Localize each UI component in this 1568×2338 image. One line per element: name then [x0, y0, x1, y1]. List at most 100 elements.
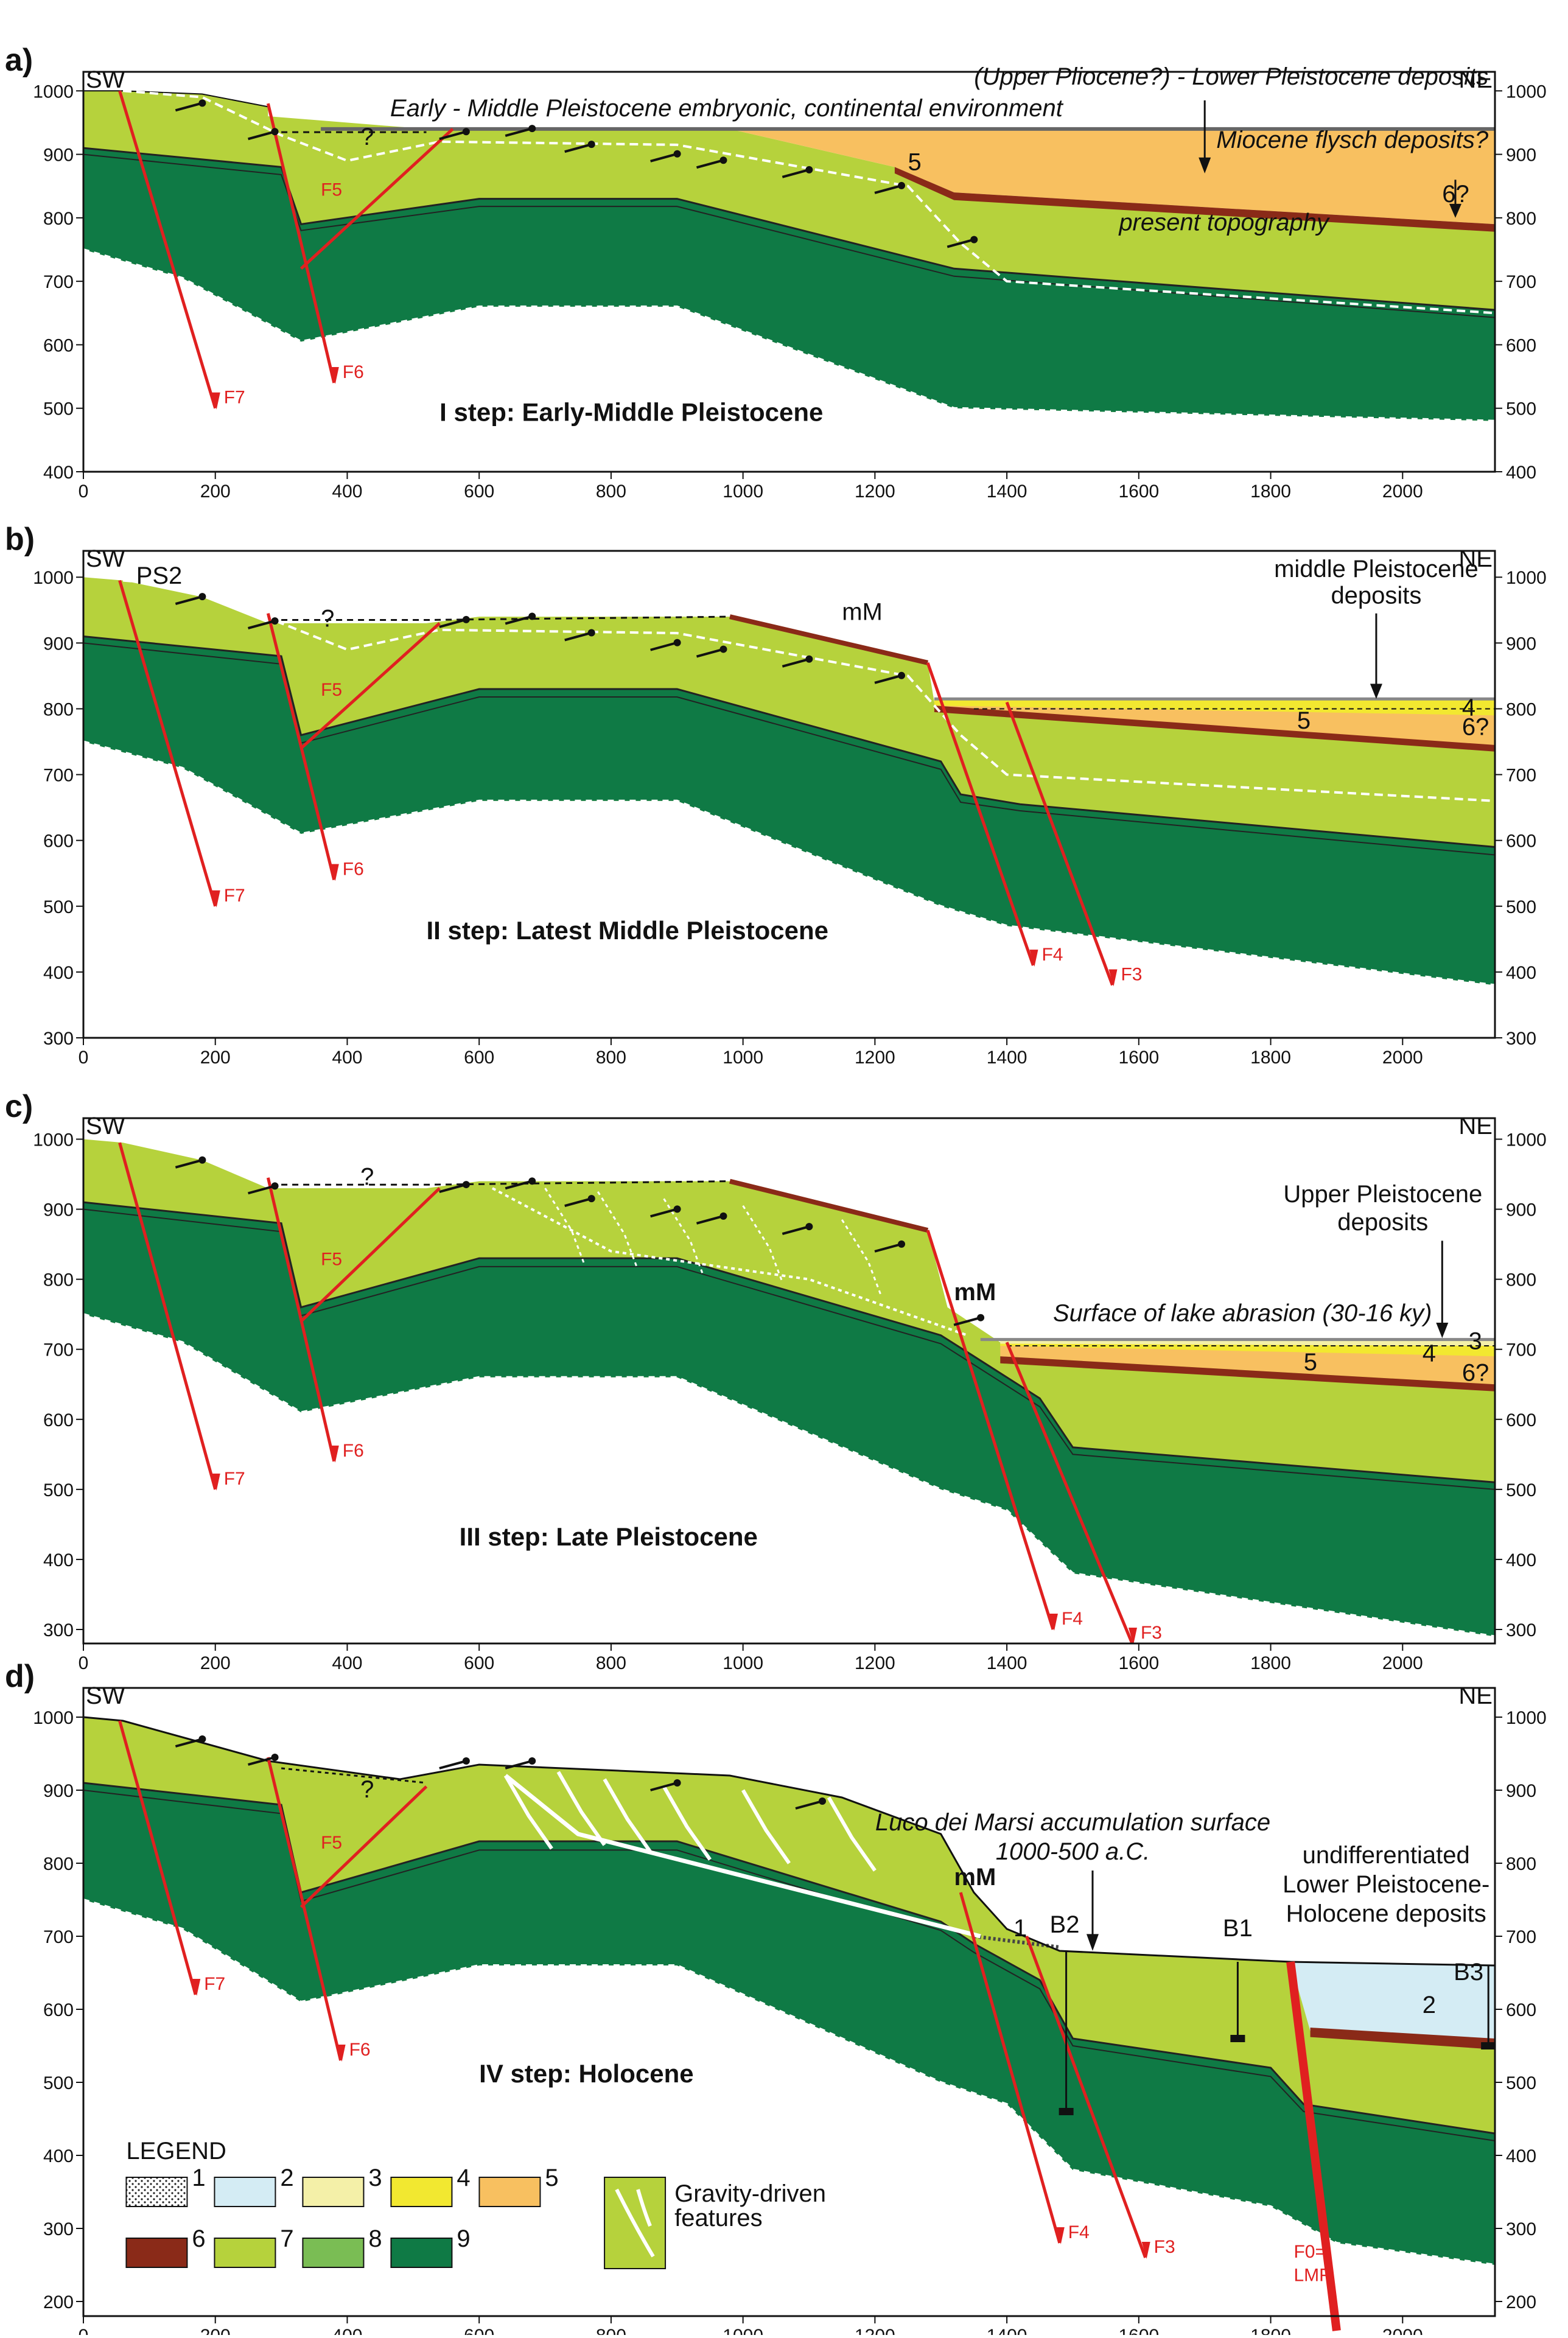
panel-frame	[82, 550, 1496, 1039]
bedding-dip-dot-2	[462, 615, 470, 623]
unit-4-yellow	[934, 699, 1495, 716]
y-tick-label-left: 1000	[33, 82, 74, 102]
y-tick-label-right: 1000	[1506, 1708, 1547, 1728]
b3-label: B3	[1454, 1959, 1483, 1986]
x-tick-label: 400	[332, 1653, 362, 1673]
y-tick-label-right: 400	[1506, 963, 1536, 983]
x-tick-label: 2000	[1382, 2326, 1423, 2335]
bedding-dip-0	[175, 1158, 203, 1169]
unit-2-blue	[1290, 1962, 1495, 2042]
fault-f7	[118, 579, 217, 907]
y-tick-label-right: 700	[1506, 766, 1536, 786]
fault-f7-arrow	[192, 1979, 201, 1996]
y-tick-label-left: 400	[43, 963, 74, 983]
fault-f6-arrow	[330, 367, 339, 384]
step-title: III step: Late Pleistocene	[460, 1522, 758, 1551]
fault-f3	[1005, 701, 1114, 986]
legend-swatch-7	[214, 2238, 276, 2268]
fault-f4-arrow	[1049, 1613, 1058, 1631]
bedding-dip-dot-6	[719, 645, 727, 653]
legend-label-4: 4	[457, 2165, 470, 2191]
y-tick-label-right: 1000	[1506, 82, 1547, 102]
bedding-dip-dot-7	[805, 655, 813, 663]
bedding-dip-3	[505, 1180, 533, 1190]
mm-label: mM	[954, 1279, 996, 1306]
fault-f5	[299, 128, 454, 270]
contact-7-9	[83, 1201, 1496, 1483]
unit-4-label: 4	[1462, 694, 1475, 721]
contact-7-9	[83, 147, 1496, 311]
ne-label: NE	[1458, 1113, 1493, 1139]
x-tick-label: 0	[79, 1653, 89, 1673]
unit-6-brown	[1310, 2028, 1495, 2049]
x-tick-label: 200	[200, 481, 231, 502]
legend-gravity-swatch	[604, 2177, 667, 2269]
ground-surface	[83, 90, 268, 108]
x-tick-label: 1800	[1250, 1653, 1291, 1673]
lake-abrasion-label: Surface of lake abrasion (30-16 ky)	[1053, 1300, 1432, 1327]
x-tick-label: 1800	[1250, 1048, 1291, 1068]
x-tick-label: 200	[200, 1048, 231, 1068]
miocene-label: Miocene flysch deposits?	[1216, 127, 1489, 153]
y-tick-label-left: 500	[43, 1480, 74, 1500]
bedding-dip-2	[439, 1183, 467, 1193]
bedding-dip-dot-8	[898, 1240, 906, 1248]
fault-f5	[299, 1785, 428, 1908]
fault-f6-label: F6	[343, 1441, 364, 1461]
fault-f3	[1025, 1936, 1147, 2258]
y-tick-label-left: 300	[43, 1620, 74, 1640]
legend-swatch-8	[302, 2238, 365, 2268]
y-tick-label-left: 400	[43, 463, 74, 483]
y-tick-label-left: 1000	[33, 568, 74, 588]
legend-label-6: 6	[192, 2225, 205, 2252]
x-tick-label: 200	[200, 1653, 231, 1673]
legend-swatch-9	[390, 2238, 453, 2268]
unit-5-label: 5	[1297, 707, 1311, 734]
ne-label: NE	[1458, 66, 1493, 93]
bedding-dip-dot-5	[819, 1797, 827, 1805]
x-tick-label: 0	[79, 1048, 89, 1068]
ground-surface	[83, 1716, 1496, 1967]
x-tick-label: 1000	[723, 481, 763, 502]
y-tick-label-left: 300	[43, 1029, 74, 1049]
bedding-dip-dot-1	[271, 617, 279, 625]
y-tick-label-left: 600	[43, 335, 74, 355]
ne-label: NE	[1458, 1682, 1493, 1709]
luco-date-label: 1000-500 a.C.	[996, 1838, 1150, 1865]
bedding-dip-2	[439, 618, 467, 628]
unit-6-label: 6?	[1462, 714, 1489, 741]
unit-2-label: 2	[1423, 1992, 1436, 2018]
fault-f3-arrow	[1128, 1628, 1137, 1645]
bedding-dip-dot-0	[198, 1156, 206, 1164]
basal-dashed-boundary	[83, 1899, 1496, 2266]
fault-f7	[118, 1720, 197, 1995]
early-env-label: Early - Middle Pleistocene embryonic, co…	[390, 95, 1064, 122]
b1-label: B1	[1223, 1915, 1253, 1942]
gravity-feature-5	[827, 1796, 877, 1872]
arrow-upper-pleistocene-head	[1436, 1322, 1449, 1339]
fault-f3-arrow	[1141, 2242, 1150, 2259]
y-tick-label-right: 200	[1506, 2292, 1536, 2312]
y-tick-label-right: 700	[1506, 1340, 1536, 1360]
bedding-dip-0	[175, 102, 203, 112]
y-tick-label-left: 700	[43, 1927, 74, 1947]
bedding-dip-dot-1	[271, 1754, 279, 1761]
question-mark: ?	[321, 605, 334, 632]
bedding-dip-dot-1	[271, 128, 279, 136]
bedding-dip-9	[953, 1316, 981, 1326]
y-tick-label-right: 800	[1506, 1854, 1536, 1874]
y-tick-label-left: 700	[43, 272, 74, 292]
bedding-dip-dot-4	[587, 629, 595, 637]
unit-9-dark	[83, 148, 1495, 421]
mm-surface	[729, 1178, 929, 1233]
mm-surface	[729, 614, 929, 665]
legend-swatch-6	[125, 2238, 188, 2268]
x-tick-label: 600	[464, 481, 494, 502]
panel-letter: b)	[5, 522, 35, 557]
fault-f3	[1005, 1342, 1134, 1644]
y-tick-label-left: 900	[43, 1781, 74, 1801]
fault-f6-label: F6	[349, 2040, 371, 2060]
y-tick-label-right: 500	[1506, 897, 1536, 917]
bedding-dip-dot-9	[970, 236, 978, 243]
present-topography-label: present topography	[1118, 209, 1331, 236]
